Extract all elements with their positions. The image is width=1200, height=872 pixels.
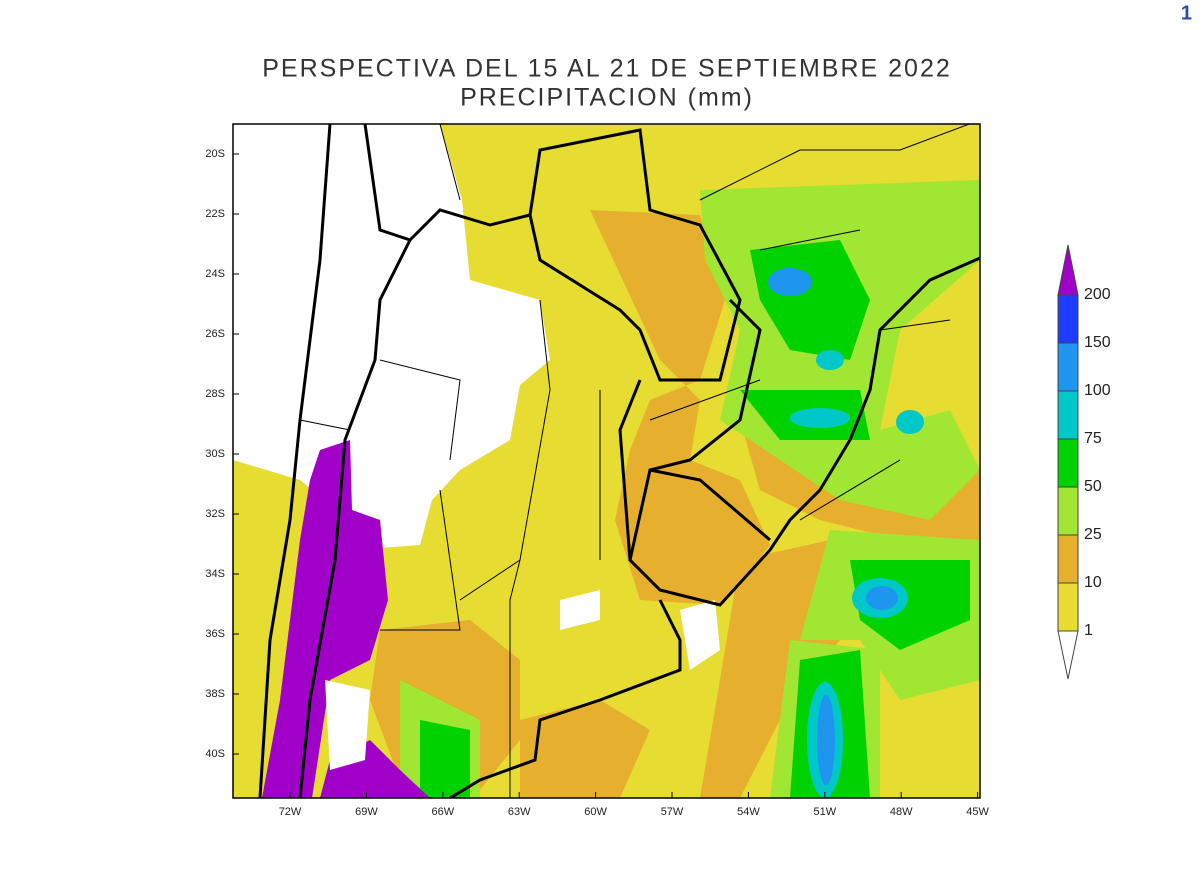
- color-legend: 200 150 100 75 50 25 10 1: [1057, 244, 1111, 680]
- lat-label: 22S: [205, 208, 225, 220]
- legend-label: 50: [1084, 478, 1102, 495]
- precipitation-field: [233, 124, 980, 798]
- lon-label: 48W: [890, 806, 913, 818]
- lat-label: 36S: [205, 628, 225, 640]
- title: PERSPECTIVA DEL 15 AL 21 DE SEPTIEMBRE 2…: [262, 55, 952, 83]
- lat-label: 32S: [205, 508, 225, 520]
- legend-arrow-bottom: [1057, 630, 1079, 680]
- lon-label: 66W: [431, 806, 454, 818]
- legend-label: 150: [1084, 334, 1111, 351]
- legend-arrow-top: [1057, 244, 1079, 296]
- legend-label: 25: [1084, 526, 1102, 543]
- legend-swatch: [1057, 294, 1079, 344]
- lon-label: 63W: [508, 806, 531, 818]
- lon-label: 51W: [813, 806, 836, 818]
- lat-label: 28S: [205, 388, 225, 400]
- legend-swatch: [1057, 486, 1079, 536]
- page-number: 1: [1181, 2, 1192, 24]
- lon-label: 54W: [737, 806, 760, 818]
- legend-label: 75: [1084, 430, 1102, 447]
- lon-label: 72W: [279, 806, 302, 818]
- legend-label: 200: [1084, 286, 1111, 303]
- lon-label: 69W: [355, 806, 378, 818]
- legend-swatch: [1057, 390, 1079, 440]
- lat-label: 34S: [205, 568, 225, 580]
- legend-label: 1: [1084, 622, 1093, 639]
- lat-label: 24S: [205, 268, 225, 280]
- legend-swatch: [1057, 438, 1079, 488]
- lon-label: 57W: [661, 806, 684, 818]
- legend-swatch: [1057, 582, 1079, 632]
- lat-label: 38S: [205, 688, 225, 700]
- lat-label: 30S: [205, 448, 225, 460]
- lon-label: 60W: [584, 806, 607, 818]
- lat-label: 40S: [205, 748, 225, 760]
- legend-label: 100: [1084, 382, 1111, 399]
- lat-label: 26S: [205, 328, 225, 340]
- subtitle: PRECIPITACION (mm): [460, 84, 754, 112]
- map-frame: [232, 123, 981, 799]
- lon-label: 45W: [966, 806, 989, 818]
- legend-label: 10: [1084, 574, 1102, 591]
- lon-labels: 72W 69W 66W 63W 60W 57W 54W 51W 48W 45W: [279, 792, 990, 818]
- legend-swatch: [1057, 534, 1079, 584]
- legend-swatch: [1057, 342, 1079, 392]
- lat-labels: 20S 22S 24S 26S 28S 30S 32S 34S 36S 38S 40S: [205, 148, 239, 760]
- lat-label: 20S: [205, 148, 225, 160]
